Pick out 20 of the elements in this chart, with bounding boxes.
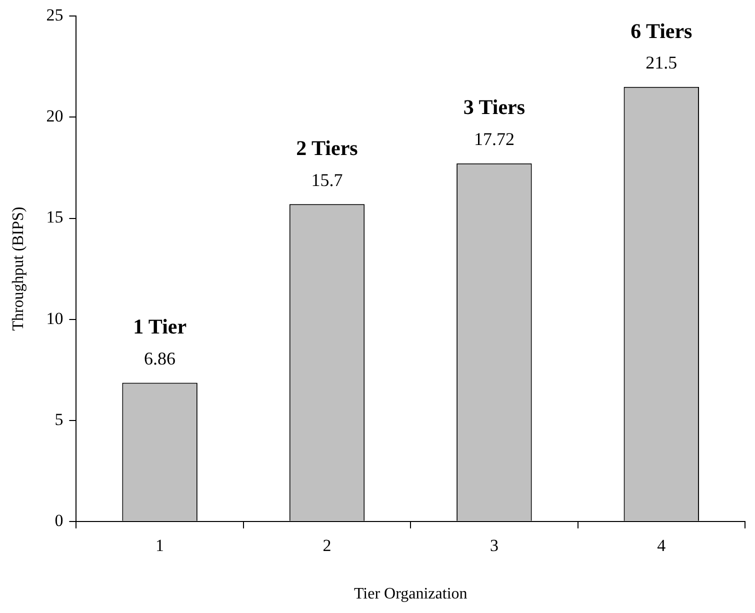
y-axis-title: Throughput (BIPS) [10,206,27,331]
x-tick-label: 4 [657,536,666,556]
y-tick-label: 25 [46,6,64,25]
y-tick-label: 15 [46,208,64,227]
data-label: 21.5 [646,52,678,73]
y-tick-label: 0 [54,510,64,530]
y-tick-label: 5 [54,410,64,429]
y-tick-label: 10 [46,308,64,328]
x-tick-label: 2 [322,536,332,556]
annotation: 1 Tier [133,314,187,339]
x-tick-label: 1 [156,536,164,556]
annotation: 2 Tiers [296,136,358,160]
annotation: 3 Tiers [463,95,526,120]
data-label: 15.7 [311,170,343,190]
data-label: 6.86 [144,348,176,369]
x-tick-label: 3 [490,536,498,556]
annotation: 6 Tiers [630,18,692,43]
data-label: 17.72 [474,129,514,150]
x-axis-title: Tier Organization [354,586,468,603]
y-tick-label: 20 [46,106,64,126]
